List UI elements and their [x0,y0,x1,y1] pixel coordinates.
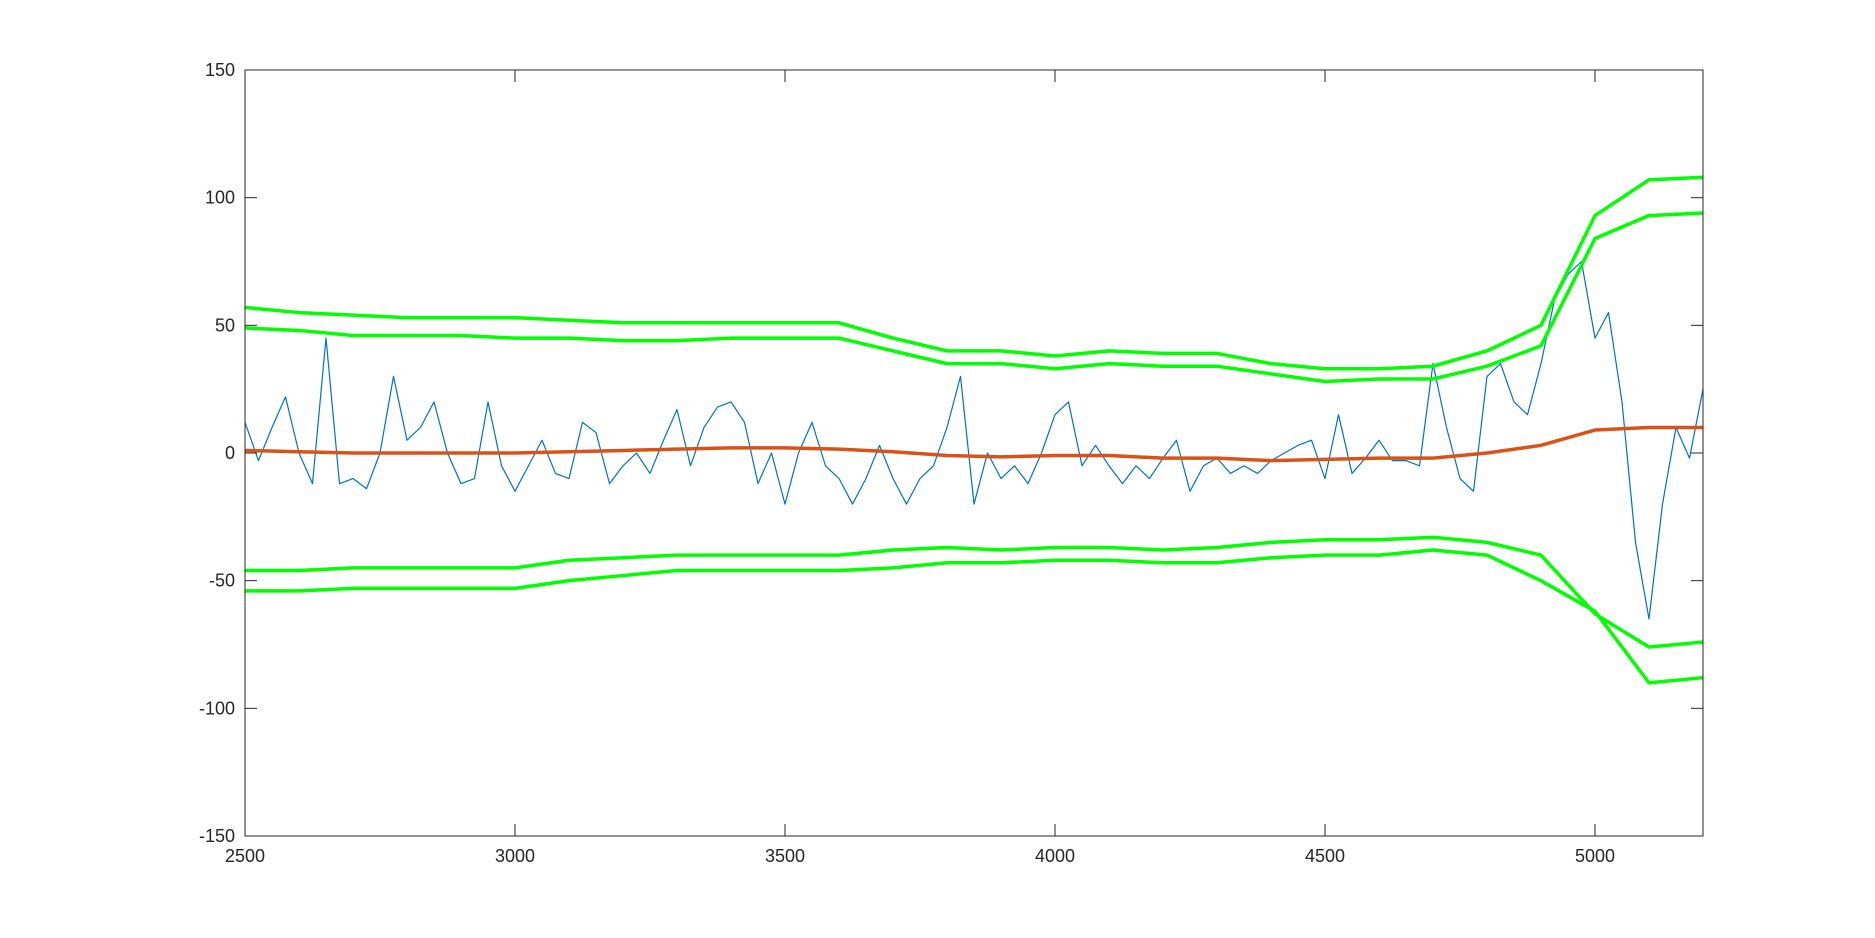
x-tick-label: 5000 [1575,846,1615,866]
y-tick-label: -150 [199,826,235,846]
y-tick-label: 0 [225,443,235,463]
data-line [244,260,1704,620]
y-tick-label: 150 [205,60,235,80]
y-tick-label: 100 [205,188,235,208]
y-tick-label: 50 [215,315,235,335]
data-line [244,211,1704,384]
data-line [245,548,1704,685]
data-line [244,425,1703,463]
data-line [245,535,1704,649]
y-tick-label: -50 [209,571,235,591]
data-line [244,175,1704,371]
x-tick-label: 4500 [1305,846,1345,866]
x-tick-label: 3500 [765,846,805,866]
x-tick-label: 4000 [1035,846,1075,866]
x-tick-label: 3000 [495,846,535,866]
x-tick-label: 2500 [225,846,265,866]
y-tick-label: -100 [199,698,235,718]
